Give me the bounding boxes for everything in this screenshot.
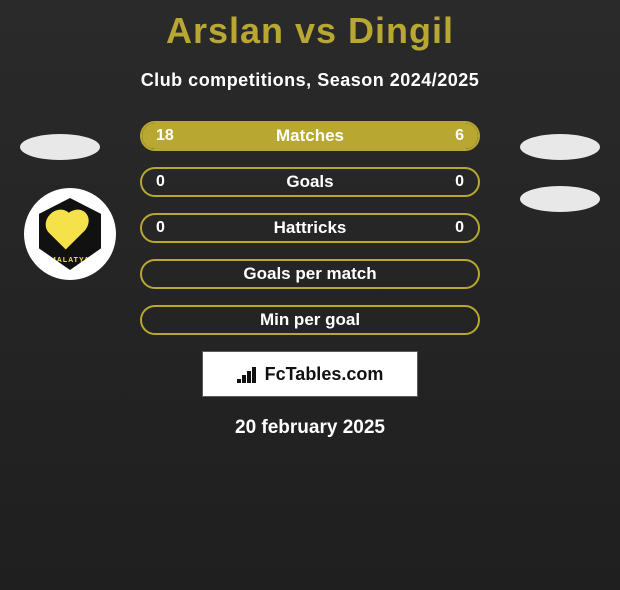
stat-row-hattricks: 0 Hattricks 0 [140,213,480,243]
stat-label: Min per goal [142,310,478,330]
stat-row-min-per-goal: Min per goal [140,305,480,335]
club-badge-label: MALATYA [39,257,101,264]
stat-label: Matches [142,126,478,146]
stat-row-goals: 0 Goals 0 [140,167,480,197]
stat-value-right: 0 [455,219,464,237]
fctables-logo-text: FcTables.com [265,364,384,385]
player-right-avatar-placeholder [520,134,600,160]
club-badge-heart-icon [49,213,86,250]
club-left-badge: MALATYA [24,188,116,280]
fctables-logo: FcTables.com [202,351,418,397]
stat-row-matches: 18 Matches 6 [140,121,480,151]
page-subtitle: Club competitions, Season 2024/2025 [0,70,620,91]
stat-label: Hattricks [142,218,478,238]
stat-label: Goals per match [142,264,478,284]
stats-container: 18 Matches 6 0 Goals 0 0 Hattricks 0 Goa… [140,121,480,335]
snapshot-date: 20 february 2025 [0,417,620,439]
stat-value-right: 0 [455,173,464,191]
club-right-logo-placeholder [520,186,600,212]
stat-row-goals-per-match: Goals per match [140,259,480,289]
club-badge-shield: MALATYA [39,198,101,270]
stat-label: Goals [142,172,478,192]
stat-value-right: 6 [455,127,464,145]
bar-chart-icon [237,365,259,383]
player-left-avatar-placeholder [20,134,100,160]
page-title: Arslan vs Dingil [0,10,620,52]
